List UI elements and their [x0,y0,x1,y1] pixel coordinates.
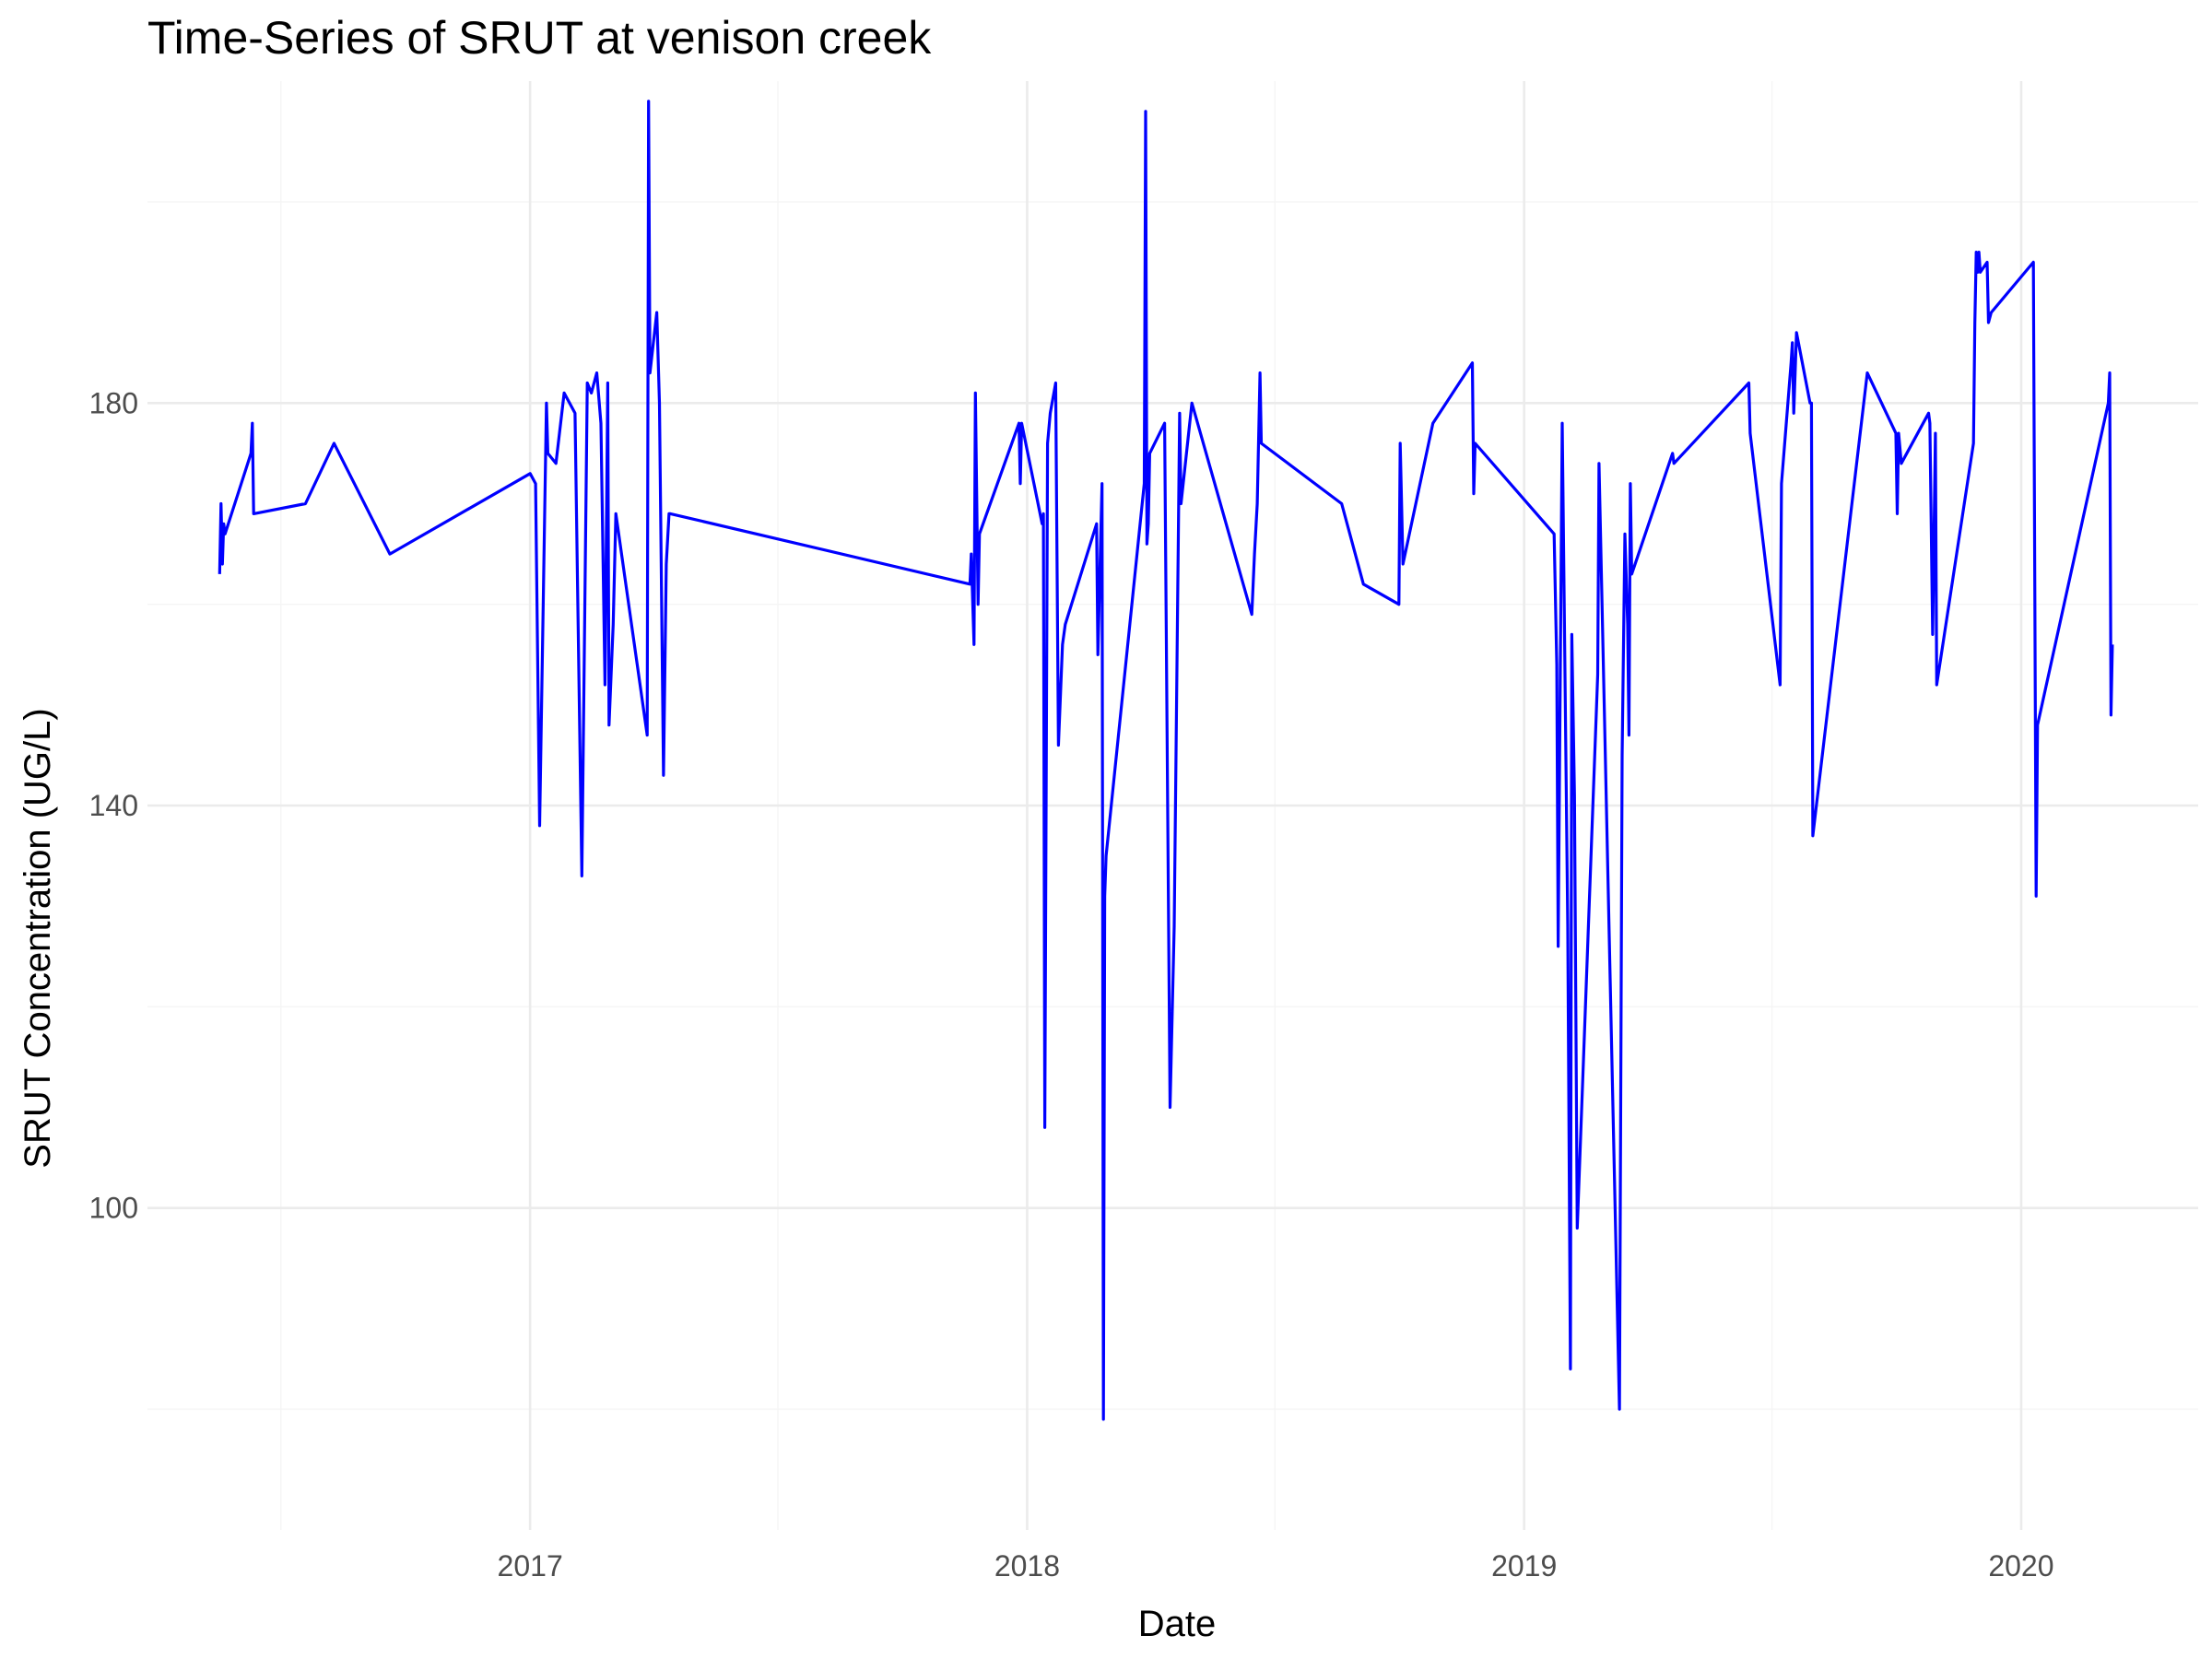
x-tick-label: 2018 [994,1549,1060,1583]
x-tick-label: 2020 [1988,1549,2053,1583]
x-axis-title: Date [1138,1604,1217,1644]
major-gridlines [147,81,2198,1530]
y-axis-title: SRUT Concentration (UG/L) [18,708,58,1168]
chart-title: Time-Series of SRUT at venison creek [147,12,932,64]
x-tick-label: 2019 [1491,1549,1557,1583]
y-axis-tick-labels: 100 140 180 [89,386,138,1224]
x-axis-tick-labels: 2017 2018 2019 2020 [498,1549,2054,1583]
series-line-group [218,100,2114,1421]
series-line [218,100,2114,1421]
y-tick-label: 140 [89,789,138,822]
y-tick-label: 180 [89,386,138,419]
x-tick-label: 2017 [498,1549,563,1583]
y-tick-label: 100 [89,1192,138,1225]
